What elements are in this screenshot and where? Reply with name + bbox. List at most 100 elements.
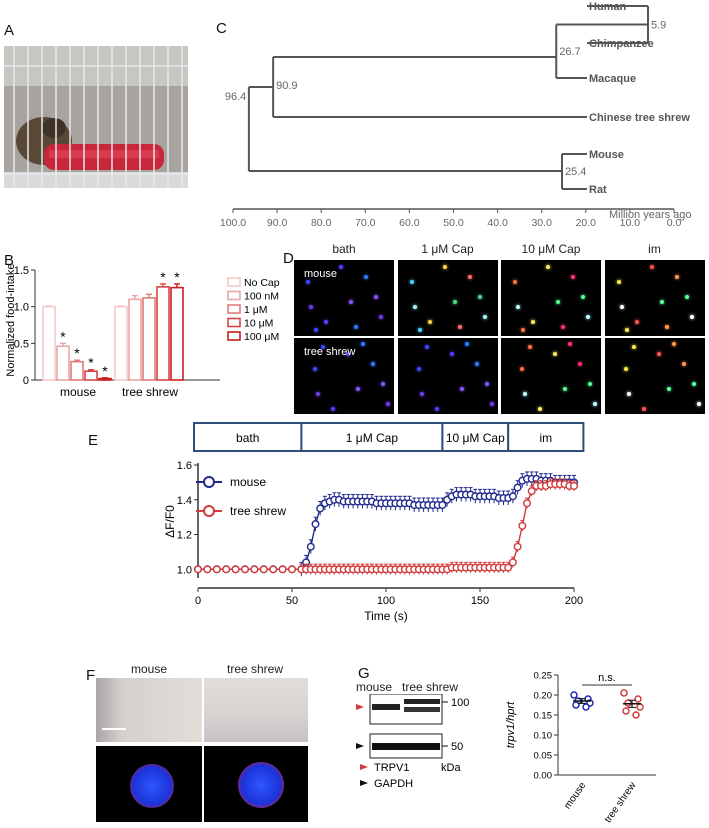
- d-cell-1-0: tree shrew: [294, 338, 394, 414]
- g-ns-label: n.s.: [598, 672, 616, 684]
- gapdh-arrow: [356, 743, 364, 749]
- d-cell-dot: [623, 367, 628, 371]
- d-cell-dot: [528, 345, 532, 349]
- d-cell-dot: [561, 325, 565, 329]
- e-point-1-3: [222, 565, 231, 574]
- e-point-0-15: [316, 504, 325, 513]
- tree-tick-label-1: 90.0: [267, 217, 288, 229]
- e-phase-1: [300, 422, 444, 452]
- e-point-0-13: [306, 542, 315, 551]
- d-cell-dot: [434, 407, 439, 411]
- b-legend-label-2: 1 μM: [244, 304, 268, 316]
- d-col-3: im: [648, 242, 661, 256]
- b-bar-0-2: [70, 360, 84, 381]
- d-cell-dot: [477, 295, 482, 299]
- blot-image: 100 50 TRPV1 kDa GAPDH: [356, 694, 469, 790]
- d-cell-dot: [484, 382, 489, 386]
- e-xtick-label-4: 200: [565, 595, 583, 607]
- e-ytick-label-3: 1.6: [177, 460, 192, 472]
- tree-tick-label-2: 80.0: [311, 217, 332, 229]
- g-category-0: mouse: [562, 780, 588, 811]
- b-legend-label-0: No Cap: [244, 277, 280, 289]
- tree-species-1: Chimpanzee: [589, 38, 654, 50]
- d-cell-dot: [578, 362, 582, 366]
- d-cell-dot: [309, 305, 313, 309]
- d-cell-dot: [419, 392, 424, 396]
- b-bar-1-0: [114, 305, 128, 381]
- tree-species-0: Human: [589, 1, 627, 13]
- e-point-1-59: [523, 499, 532, 508]
- d-cell-dot: [386, 402, 390, 406]
- e-ylabel: ΔF/F0: [163, 505, 177, 538]
- e-xtick-label-1: 50: [286, 595, 298, 607]
- d-cell-dot: [681, 362, 686, 366]
- f-ihc-tree-shrew: [204, 678, 308, 742]
- e-xtick-label-0: 0: [195, 595, 201, 607]
- d-cell-dot: [449, 352, 454, 356]
- b-legend-swatch-4: [227, 331, 241, 341]
- d-cell-dot: [531, 320, 535, 324]
- d-cell-dot: [424, 345, 429, 349]
- d-cell-0-3: [604, 260, 705, 336]
- d-cell-dot: [364, 275, 368, 279]
- d-cell-dot: [361, 342, 365, 346]
- d-cell-dot: [546, 265, 550, 269]
- e-point-1-69: [570, 481, 579, 490]
- g-point-0-5: [582, 703, 590, 711]
- g-ytick-label-3: 0.15: [534, 711, 553, 722]
- b-bar-1-3: [156, 286, 170, 381]
- d-cell-dot: [417, 328, 422, 332]
- d-cell-0-2: [501, 260, 601, 336]
- panel-label-c: C: [216, 20, 227, 37]
- e-phase-3: [507, 422, 585, 452]
- d-cell-dot: [356, 387, 360, 391]
- g-point-1-5: [632, 711, 640, 719]
- b-ytick-label-2: 1.0: [14, 302, 29, 314]
- e-point-1-9: [278, 565, 287, 574]
- tree-node-age-3: 96.4: [225, 91, 246, 103]
- b-ylabel: Normalized food-intake: [5, 263, 17, 376]
- panel-label-f: F: [86, 667, 96, 684]
- e-legend-marker-1: [203, 505, 215, 517]
- e-point-1-55: [504, 563, 513, 572]
- e-ytick-label-0: 1.0: [177, 564, 192, 576]
- tree-tick-label-5: 50.0: [443, 217, 464, 229]
- e-point-1-7: [259, 565, 268, 574]
- e-phase-label-3: im: [539, 431, 552, 445]
- tree-species-3: Chinese tree shrew: [589, 112, 690, 124]
- d-cell-dot: [664, 325, 669, 329]
- b-ytick-label-3: 1.5: [14, 265, 29, 277]
- e-phase-label-2: 10 μM Cap: [446, 431, 505, 445]
- f-if-tree-shrew: [204, 746, 308, 822]
- f-col-tree-shrew: tree shrew: [226, 662, 284, 676]
- tree-node-age-2: 90.9: [276, 80, 297, 92]
- d-cell-dot: [571, 275, 575, 279]
- d-cell-dot: [556, 300, 560, 304]
- tree-species-4: Mouse: [589, 149, 624, 161]
- f-if-mouse: [96, 746, 202, 822]
- d-cell-dot: [457, 325, 462, 329]
- calcium-imaging-grid: bath 1 μM Cap 10 μM Cap im mouse tree shrew: [294, 242, 705, 414]
- d-col-1: 1 μM Cap: [421, 242, 474, 256]
- scale-bar: [102, 728, 126, 730]
- g-point-1-4: [622, 707, 630, 715]
- d-row-label-1: tree shrew: [304, 346, 356, 358]
- e-xlabel: Time (s): [364, 609, 408, 623]
- d-cell-dot: [619, 305, 624, 309]
- b-category-0: mouse: [60, 385, 96, 399]
- d-cell-dot: [452, 300, 457, 304]
- d-cell-dot: [467, 275, 472, 279]
- tree-species-2: Macaque: [589, 73, 636, 85]
- e-ytick-label-2: 1.4: [177, 495, 192, 507]
- d-cell-dot: [689, 315, 694, 319]
- b-sig-1-4: *: [174, 269, 180, 285]
- b-sig-0-2: *: [74, 345, 80, 361]
- d-cell-dot: [641, 407, 646, 411]
- cage-photo-drawing: [4, 46, 188, 188]
- panel-f: mouse tree shrew: [96, 662, 308, 822]
- d-cell-dot: [659, 300, 664, 304]
- marker-50: 50: [451, 741, 463, 753]
- d-cell-dot: [671, 342, 676, 346]
- d-cell-dot: [523, 392, 527, 396]
